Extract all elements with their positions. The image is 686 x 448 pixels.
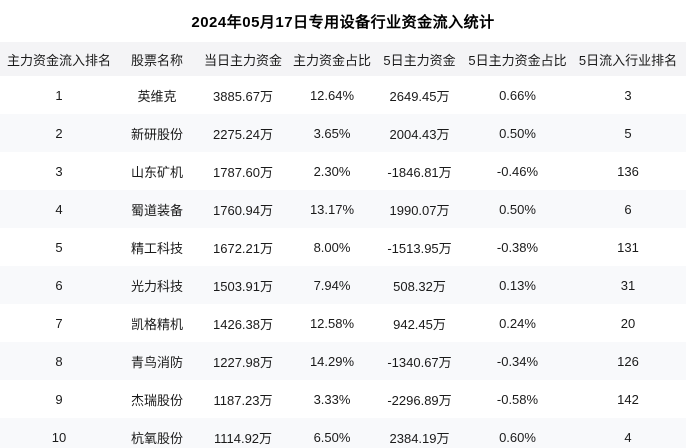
column-header: 主力资金流入排名 xyxy=(6,52,111,68)
table-cell: 0.66% xyxy=(499,87,536,103)
table-cell: 2275.24万 xyxy=(213,126,273,142)
table-row: 5 精工科技 1672.21万 8.00% -1513.95万 -0.38% 131 xyxy=(0,228,686,266)
table-cell: -0.46% xyxy=(496,163,539,179)
column-header: 主力资金占比 xyxy=(292,52,371,68)
table-cell: 1787.60万 xyxy=(213,164,273,180)
table-body: 1 英维克 3885.67万 12.64% 2649.45万 0.66% 3 2 新研股份 227… xyxy=(0,76,686,448)
table-cell: 1503.91万 xyxy=(213,278,273,294)
table-cell: 杭氧股份 xyxy=(130,430,183,446)
table-cell: 2.30% xyxy=(313,163,351,179)
table-cell: 杰瑞股份 xyxy=(130,392,183,408)
table-cell: 4 xyxy=(55,201,63,217)
table-cell: 31 xyxy=(620,277,636,293)
table-cell: 1114.92万 xyxy=(213,430,273,446)
table-cell: 10 xyxy=(51,429,67,445)
table-cell: 5 xyxy=(55,239,63,255)
table-cell: 13.17% xyxy=(309,201,355,217)
table-row: 10 杭氧股份 1114.92万 6.50% 2384.19万 0.60% 4 xyxy=(0,418,686,448)
column-header: 当日主力资金 xyxy=(203,52,282,68)
table-cell: -0.34% xyxy=(496,353,539,369)
table-row: 9 杰瑞股份 1187.23万 3.33% -2296.89万 -0.58% 142 xyxy=(0,380,686,418)
table-row: 1 英维克 3885.67万 12.64% 2649.45万 0.66% 3 xyxy=(0,76,686,114)
table-cell: 新研股份 xyxy=(130,126,183,142)
title-bar: 2024年05月17日专用设备行业资金流入统计 xyxy=(0,0,686,42)
table-cell: 9 xyxy=(55,391,63,407)
table-cell: 1426.38万 xyxy=(213,316,273,332)
table-cell: 3 xyxy=(624,87,632,103)
column-header: 5日主力资金占比 xyxy=(468,52,567,68)
table-row: 2 新研股份 2275.24万 3.65% 2004.43万 0.50% 5 xyxy=(0,114,686,152)
table-cell: -1340.67万 xyxy=(387,354,452,370)
page-title: 2024年05月17日专用设备行业资金流入统计 xyxy=(191,13,495,31)
table-cell: 1990.07万 xyxy=(389,202,450,218)
table-cell: 精工科技 xyxy=(130,240,183,256)
table-cell: 8.00% xyxy=(313,239,351,255)
table-header-row: 主力资金流入排名 股票名称 当日主力资金 主力资金占比 5日主力资金 5日主力资金占比 5日… xyxy=(0,42,686,76)
column-header: 5日主力资金 xyxy=(383,52,456,68)
table-cell: 12.58% xyxy=(309,315,355,331)
table-cell: 8 xyxy=(55,353,63,369)
table-cell: -1846.81万 xyxy=(387,164,452,180)
table-cell: 1 xyxy=(55,87,63,103)
table-row: 3 山东矿机 1787.60万 2.30% -1846.81万 -0.46% 136 xyxy=(0,152,686,190)
table-cell: 2384.19万 xyxy=(389,430,450,446)
table-cell: 6 xyxy=(624,201,632,217)
table-cell: 142 xyxy=(617,391,639,407)
table-cell: 6 xyxy=(55,277,63,293)
table-cell: 14.29% xyxy=(309,353,355,369)
table-cell: 6.50% xyxy=(313,429,351,445)
table-cell: 12.64% xyxy=(309,87,355,103)
table-cell: 英维克 xyxy=(137,88,177,104)
table-cell: 0.50% xyxy=(499,125,536,141)
table-cell: 126 xyxy=(617,353,639,369)
column-header: 5日流入行业排名 xyxy=(578,52,678,68)
table-cell: 3 xyxy=(55,163,63,179)
table-cell: 1227.98万 xyxy=(213,354,273,370)
table-cell: 0.50% xyxy=(499,201,536,217)
table-cell: 青鸟消防 xyxy=(130,354,183,370)
table-cell: -0.58% xyxy=(496,391,539,407)
table-cell: 131 xyxy=(617,239,639,255)
table-cell: 2 xyxy=(55,125,63,141)
table-cell: 2649.45万 xyxy=(389,88,450,104)
table-cell: 0.24% xyxy=(499,315,536,331)
table-row: 6 光力科技 1503.91万 7.94% 508.32万 0.13% 31 xyxy=(0,266,686,304)
fund-flow-table: 主力资金流入排名 股票名称 当日主力资金 主力资金占比 5日主力资金 5日主力资金占比 5日… xyxy=(0,42,686,448)
table-cell: -0.38% xyxy=(496,239,539,255)
table-cell: 4 xyxy=(624,429,632,445)
table-row: 8 青鸟消防 1227.98万 14.29% -1340.67万 -0.34% 126 xyxy=(0,342,686,380)
table-cell: 3.65% xyxy=(313,125,351,141)
table-cell: 7 xyxy=(55,315,63,331)
table-cell: 光力科技 xyxy=(130,278,183,294)
table-cell: 山东矿机 xyxy=(130,164,183,180)
table-row: 7 凯格精机 1426.38万 12.58% 942.45万 0.24% 20 xyxy=(0,304,686,342)
table-cell: 20 xyxy=(620,315,636,331)
table-cell: 凯格精机 xyxy=(130,316,183,332)
table-cell: 7.94% xyxy=(313,277,351,293)
table-cell: 5 xyxy=(624,125,632,141)
table-cell: 508.32万 xyxy=(393,278,446,294)
table-cell: 136 xyxy=(617,163,639,179)
table-cell: 3.33% xyxy=(313,391,351,407)
table-cell: 1760.94万 xyxy=(213,202,273,218)
table-cell: -2296.89万 xyxy=(387,392,452,408)
table-cell: 0.13% xyxy=(499,277,536,293)
table-cell: 2004.43万 xyxy=(389,126,450,142)
table-cell: 1187.23万 xyxy=(213,392,273,408)
table-cell: -1513.95万 xyxy=(387,240,452,256)
table-cell: 1672.21万 xyxy=(213,240,273,256)
table-cell: 0.60% xyxy=(499,429,536,445)
table-row: 4 蜀道装备 1760.94万 13.17% 1990.07万 0.50% 6 xyxy=(0,190,686,228)
table-cell: 3885.67万 xyxy=(213,88,273,104)
table-cell: 蜀道装备 xyxy=(130,202,183,218)
column-header: 股票名称 xyxy=(130,52,183,68)
table-cell: 942.45万 xyxy=(393,316,446,332)
